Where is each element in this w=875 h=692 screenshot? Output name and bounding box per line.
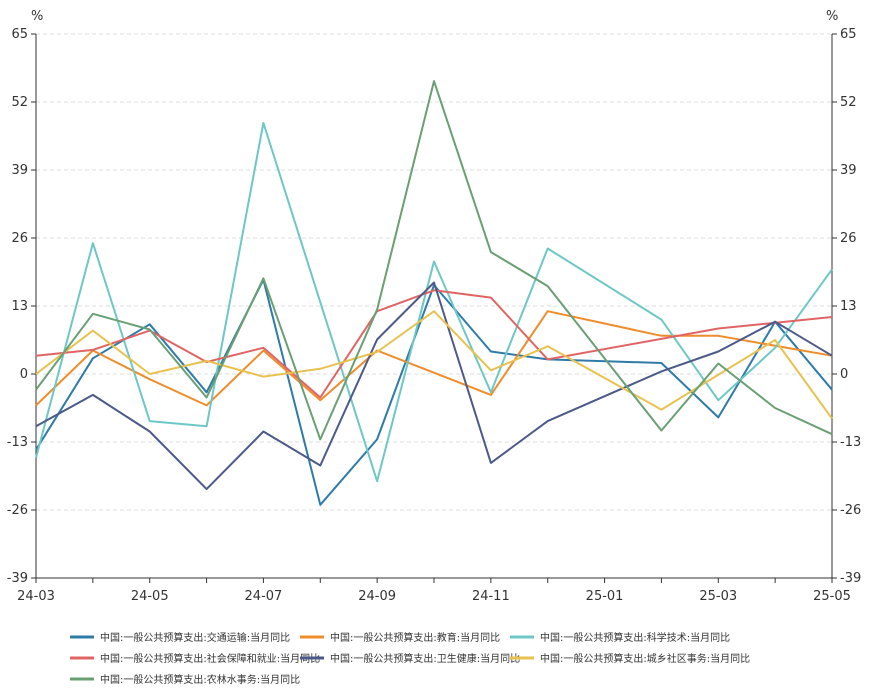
- y-unit-right: %: [826, 9, 838, 24]
- y-unit-left: %: [31, 9, 43, 24]
- x-tick-label: 24-05: [131, 589, 169, 604]
- y-tick-label-left: 26: [11, 231, 28, 246]
- y-tick-label-right: 65: [840, 27, 857, 42]
- legend-label: 中国:一般公共预算支出:交通运输:当月同比: [100, 631, 290, 644]
- x-tick-label: 24-07: [245, 589, 283, 604]
- legend-label: 中国:一般公共预算支出:农林水事务:当月同比: [100, 673, 300, 686]
- y-tick-label-left: -13: [7, 435, 28, 450]
- y-tick-label-right: -39: [840, 571, 861, 586]
- legend: 中国:一般公共预算支出:交通运输:当月同比 中国:一般公共预算支出:教育:当月同比…: [70, 631, 750, 686]
- y-tick-label-left: 0: [20, 367, 28, 382]
- y-tick-label-right: -26: [840, 503, 861, 518]
- series-line-6: [35, 310, 833, 420]
- y-tick-label-right: 26: [840, 231, 857, 246]
- legend-label: 中国:一般公共预算支出:科学技术:当月同比: [540, 631, 730, 644]
- legend-label: 中国:一般公共预算支出:教育:当月同比: [330, 631, 500, 644]
- series-lines: [35, 80, 833, 506]
- y-tick-label-left: 52: [11, 95, 28, 110]
- y-tick-label-right: 13: [840, 299, 857, 314]
- legend-label: 中国:一般公共预算支出:卫生健康:当月同比: [330, 652, 520, 665]
- legend-label: 中国:一般公共预算支出:城乡社区事务:当月同比: [540, 652, 750, 665]
- y-tick-label-right: 39: [840, 163, 857, 178]
- x-tick-label: 24-03: [17, 589, 55, 604]
- y-tick-label-right: 0: [840, 367, 848, 382]
- axes: 65 65 52 52 39 39 26 26 13 13 0 0 -13 -13 -26 -26 -39 -39…: [7, 27, 861, 604]
- y-tick-label-left: -39: [7, 571, 28, 586]
- x-tick-label: 24-11: [472, 589, 510, 604]
- series-line-3: [35, 121, 833, 483]
- legend-label: 中国:一般公共预算支出:社会保障和就业:当月同比: [100, 652, 320, 665]
- y-tick-label-right: -13: [840, 435, 861, 450]
- x-tick-label: 24-09: [358, 589, 396, 604]
- y-tick-label-right: 52: [840, 95, 857, 110]
- y-tick-label-left: 13: [11, 299, 28, 314]
- x-tick-label: 25-01: [586, 589, 624, 604]
- y-tick-label-left: -26: [7, 503, 28, 518]
- series-line-5: [35, 281, 833, 491]
- x-tick-label: 25-03: [699, 589, 737, 604]
- x-tick-label: 25-05: [813, 589, 851, 604]
- y-tick-label-left: 39: [11, 163, 28, 178]
- y-tick-label-left: 65: [11, 27, 28, 42]
- series-line-4: [35, 289, 833, 399]
- series-line-7: [35, 80, 833, 441]
